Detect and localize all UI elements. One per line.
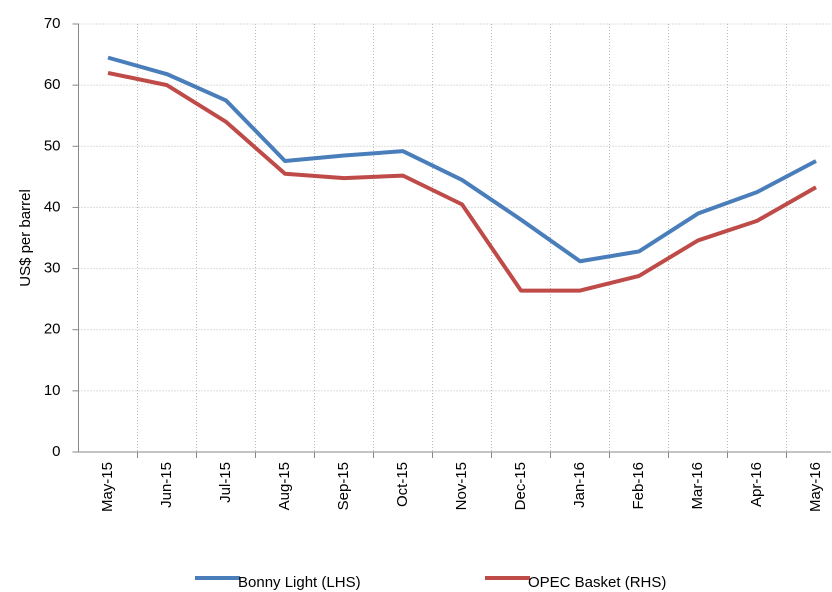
series-line	[107, 70, 817, 293]
x-tick-label: Feb-16	[630, 462, 647, 510]
x-tick-label: Oct-15	[394, 462, 411, 507]
x-tick-label: Jun-15	[158, 462, 175, 508]
x-tick-label: Jul-15	[217, 462, 234, 503]
x-tick-label: May-15	[99, 462, 116, 512]
x-tick-label: Apr-16	[748, 462, 765, 507]
y-tick-label: 20	[44, 321, 61, 338]
y-tick-label: 10	[44, 382, 61, 399]
legend-label: OPEC Basket (RHS)	[528, 574, 666, 591]
y-tick-label: 40	[44, 198, 61, 215]
x-tick-label: Nov-15	[453, 462, 470, 510]
y-tick-label: 50	[44, 137, 61, 154]
y-axis-label: US$ per barrel	[17, 189, 34, 287]
y-tick-label: 60	[44, 76, 61, 93]
y-tick-label: 70	[44, 15, 61, 32]
x-tick-label: Sep-15	[335, 462, 352, 510]
legend-label: Bonny Light (LHS)	[238, 574, 361, 591]
x-tick-label: Aug-15	[276, 462, 293, 510]
x-tick-label: Mar-16	[689, 462, 706, 510]
x-tick-label: May-16	[807, 462, 824, 512]
x-tick-label: Jan-16	[571, 462, 588, 508]
y-tick-label: 0	[52, 443, 60, 460]
y-tick-label: 30	[44, 260, 61, 277]
x-tick-label: Dec-15	[512, 462, 529, 510]
series-line	[107, 55, 817, 264]
